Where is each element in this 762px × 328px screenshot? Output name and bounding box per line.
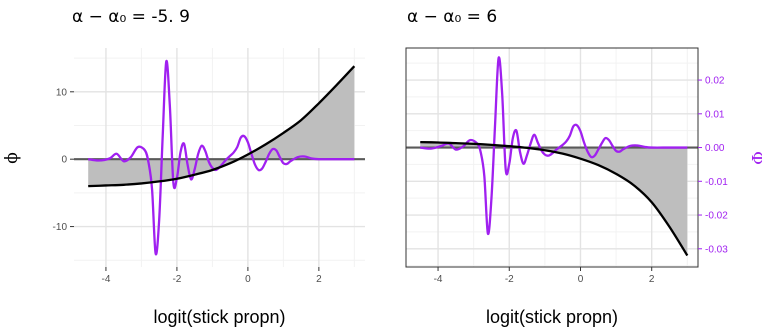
x-tick-label: -4: [101, 274, 110, 285]
phi-fill-area: [420, 142, 688, 256]
x-tick-label: 0: [245, 274, 251, 285]
right-chart: α − α₀ = 6 -4 -2 0 2 -0.03 -0.02 -0.01 0.00 0.0…: [405, 7, 762, 327]
right-y-ticks: -0.03 -0.02 -0.01 0.00 0.01 0.02: [698, 76, 728, 255]
right-series: [405, 47, 699, 268]
y-tick-label: 0.01: [705, 109, 725, 120]
y-tick-label: 0.02: [705, 76, 725, 87]
left-series: [88, 59, 356, 256]
y-tick-label: 10: [56, 87, 68, 98]
left-phi-fill-area: [88, 66, 355, 187]
y-tick-label: -0.02: [705, 211, 728, 222]
right-panel-border: [405, 47, 699, 268]
left-chart-title: α − α₀ = -5. 9: [72, 7, 190, 27]
phi-series-line: [420, 141, 689, 257]
left-y-axis-label: ϕ: [2, 152, 22, 164]
y-tick-label: -10: [53, 222, 68, 233]
left-x-ticks: -4 -2 0 2: [101, 267, 322, 285]
y-tick-label: 0: [61, 155, 67, 166]
x-tick-label: -2: [505, 274, 514, 285]
left-chart: α − α₀ = -5. 9 -4 -2 0 2 -10 0 10 logit(stick…: [2, 7, 365, 327]
right-x-axis-label: logit(stick propn): [486, 307, 618, 327]
x-tick-label: -2: [172, 274, 181, 285]
right-chart-title: α − α₀ = 6: [407, 7, 497, 27]
left-y-ticks: -10 0 10: [53, 87, 74, 233]
right-y-axis-label: Φ: [747, 151, 762, 165]
x-tick-label: 2: [316, 274, 322, 285]
x-tick-label: -4: [434, 274, 443, 285]
phi-series-line: [88, 65, 356, 188]
x-tick-label: 0: [578, 274, 584, 285]
Phi-series-line: [420, 56, 688, 236]
y-tick-label: 0.00: [705, 143, 725, 154]
x-tick-label: 2: [649, 274, 655, 285]
right-phi-fill-area: [420, 142, 688, 256]
y-tick-label: -0.01: [705, 177, 728, 188]
right-x-ticks: -4 -2 0 2: [434, 267, 655, 285]
y-tick-label: -0.03: [705, 244, 728, 255]
left-x-axis-label: logit(stick propn): [153, 307, 285, 327]
phi-fill-area: [88, 66, 355, 187]
